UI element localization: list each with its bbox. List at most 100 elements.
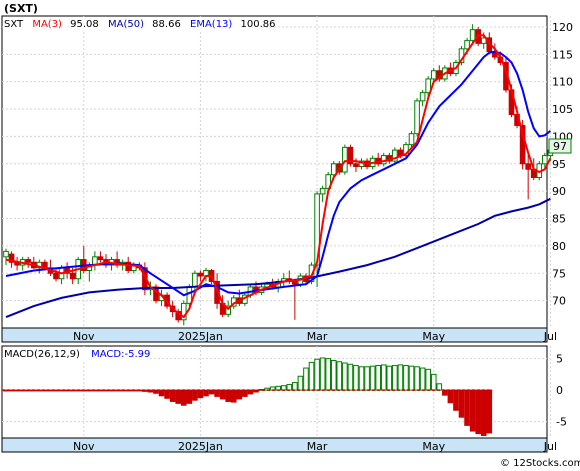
- price-ytick-label: 85: [552, 213, 566, 226]
- candle: [469, 24, 476, 44]
- macd-bar: [164, 389, 170, 399]
- macd-bar: [436, 383, 443, 391]
- macd-bar: [286, 383, 293, 391]
- price-ytick-label: 115: [552, 48, 573, 61]
- macd-bar: [325, 358, 331, 391]
- macd-bar: [414, 366, 420, 391]
- price-x-axis-band: [1, 327, 548, 343]
- legend-ma3-label: MA(3): [32, 19, 62, 30]
- candle: [8, 251, 15, 268]
- candle: [392, 147, 398, 164]
- macd-bar: [292, 382, 298, 391]
- candle: [114, 251, 120, 268]
- macd-histogram: [3, 357, 493, 436]
- current-price-badge: 97: [548, 138, 572, 154]
- macd-gridlines: [2, 346, 551, 438]
- candle: [53, 267, 59, 282]
- macd-bar: [369, 365, 376, 391]
- macd-y-axis: -5 0 5: [556, 353, 567, 429]
- legend-ma50-value: 88.66: [152, 19, 181, 30]
- macd-bar: [319, 357, 326, 391]
- candle: [408, 130, 415, 148]
- macd-bar: [308, 361, 315, 391]
- macd-xtick-label: May: [422, 440, 445, 453]
- price-legend: SXT MA(3) 95.08 MA(50) 88.66 EMA(13) 100…: [3, 17, 276, 30]
- macd-bar: [347, 363, 354, 391]
- macd-ytick-label: 5: [556, 353, 563, 366]
- price-ytick-label: 70: [552, 295, 566, 308]
- macd-bar: [180, 389, 187, 406]
- ticker-title: (SXT): [4, 2, 38, 15]
- candle: [542, 152, 548, 170]
- macd-bar: [469, 389, 476, 432]
- price-ytick-label: 120: [552, 21, 573, 34]
- macd-bar: [169, 389, 176, 402]
- macd-xtick-label: 2025Jan: [178, 440, 223, 453]
- macd-bar: [230, 389, 237, 403]
- macd-params: MACD(26,12,9): [4, 349, 80, 360]
- macd-xtick-label: Mar: [307, 440, 328, 453]
- macd-bar: [314, 358, 320, 391]
- macd-bar: [186, 389, 193, 404]
- macd-bar: [214, 389, 220, 397]
- candle: [314, 191, 320, 287]
- ema13-line: [5, 50, 552, 297]
- macd-bar: [297, 375, 304, 391]
- candle: [414, 98, 420, 137]
- candle: [25, 256, 32, 268]
- candle: [347, 144, 354, 167]
- macd-bar: [358, 366, 365, 391]
- copyright: © 12Stocks.com: [500, 458, 580, 469]
- macd-bar: [219, 389, 226, 400]
- candle: [425, 76, 431, 99]
- candle: [3, 248, 9, 266]
- price-ytick-label: 90: [552, 185, 566, 198]
- macd-panel: -505 Nov2025JanMarMayJulSep MACD(26,12,9…: [1, 345, 567, 453]
- macd-bar: [364, 366, 370, 391]
- legend-symbol: SXT: [4, 19, 24, 30]
- macd-bar: [242, 389, 248, 397]
- macd-bar: [147, 389, 154, 393]
- macd-bar: [453, 389, 459, 411]
- macd-ytick-label: 0: [556, 384, 563, 397]
- macd-bar: [153, 389, 159, 394]
- macd-bar: [225, 389, 231, 402]
- candle: [419, 89, 426, 107]
- legend-ma50-label: MA(50): [108, 19, 144, 30]
- macd-bar: [175, 389, 182, 404]
- price-ytick-label: 95: [552, 158, 566, 171]
- legend-ma3-value: 95.08: [70, 19, 99, 30]
- macd-bar: [253, 389, 259, 393]
- macd-bar: [442, 389, 448, 396]
- macd-bar: [458, 389, 465, 418]
- svg-text:MACD(26,12,9) MACD:-5.: MACD(26,12,9) MACD:-5.99: [4, 349, 150, 360]
- macd-bar: [397, 364, 404, 391]
- legend-ema13-label: EMA(13): [190, 19, 232, 30]
- price-ytick-label: 75: [552, 267, 566, 280]
- macd-bar: [392, 365, 398, 391]
- macd-bar: [330, 359, 337, 391]
- macd-bar: [430, 373, 437, 391]
- price-x-axis: Nov2025JanMarMayJulSep: [73, 330, 557, 343]
- macd-legend: MACD(26,12,9) MACD:-5.99: [3, 347, 150, 360]
- price-xtick-label: Nov: [73, 330, 95, 343]
- macd-bar: [353, 365, 359, 391]
- macd-xtick-label: Jul: [543, 440, 557, 453]
- current-price-label: 97: [553, 140, 567, 153]
- candle: [325, 172, 331, 192]
- macd-xtick-label: Nov: [73, 440, 95, 453]
- macd-bar: [158, 389, 165, 397]
- macd-bar: [375, 365, 381, 391]
- macd-bar: [408, 365, 415, 391]
- candle: [180, 300, 187, 326]
- macd-bar: [247, 389, 254, 395]
- macd-bar: [464, 389, 470, 426]
- price-xtick-label: Mar: [307, 330, 328, 343]
- macd-bar: [203, 389, 209, 397]
- macd-bar: [386, 365, 393, 391]
- macd-bar: [208, 389, 215, 395]
- macd-bar: [475, 389, 481, 435]
